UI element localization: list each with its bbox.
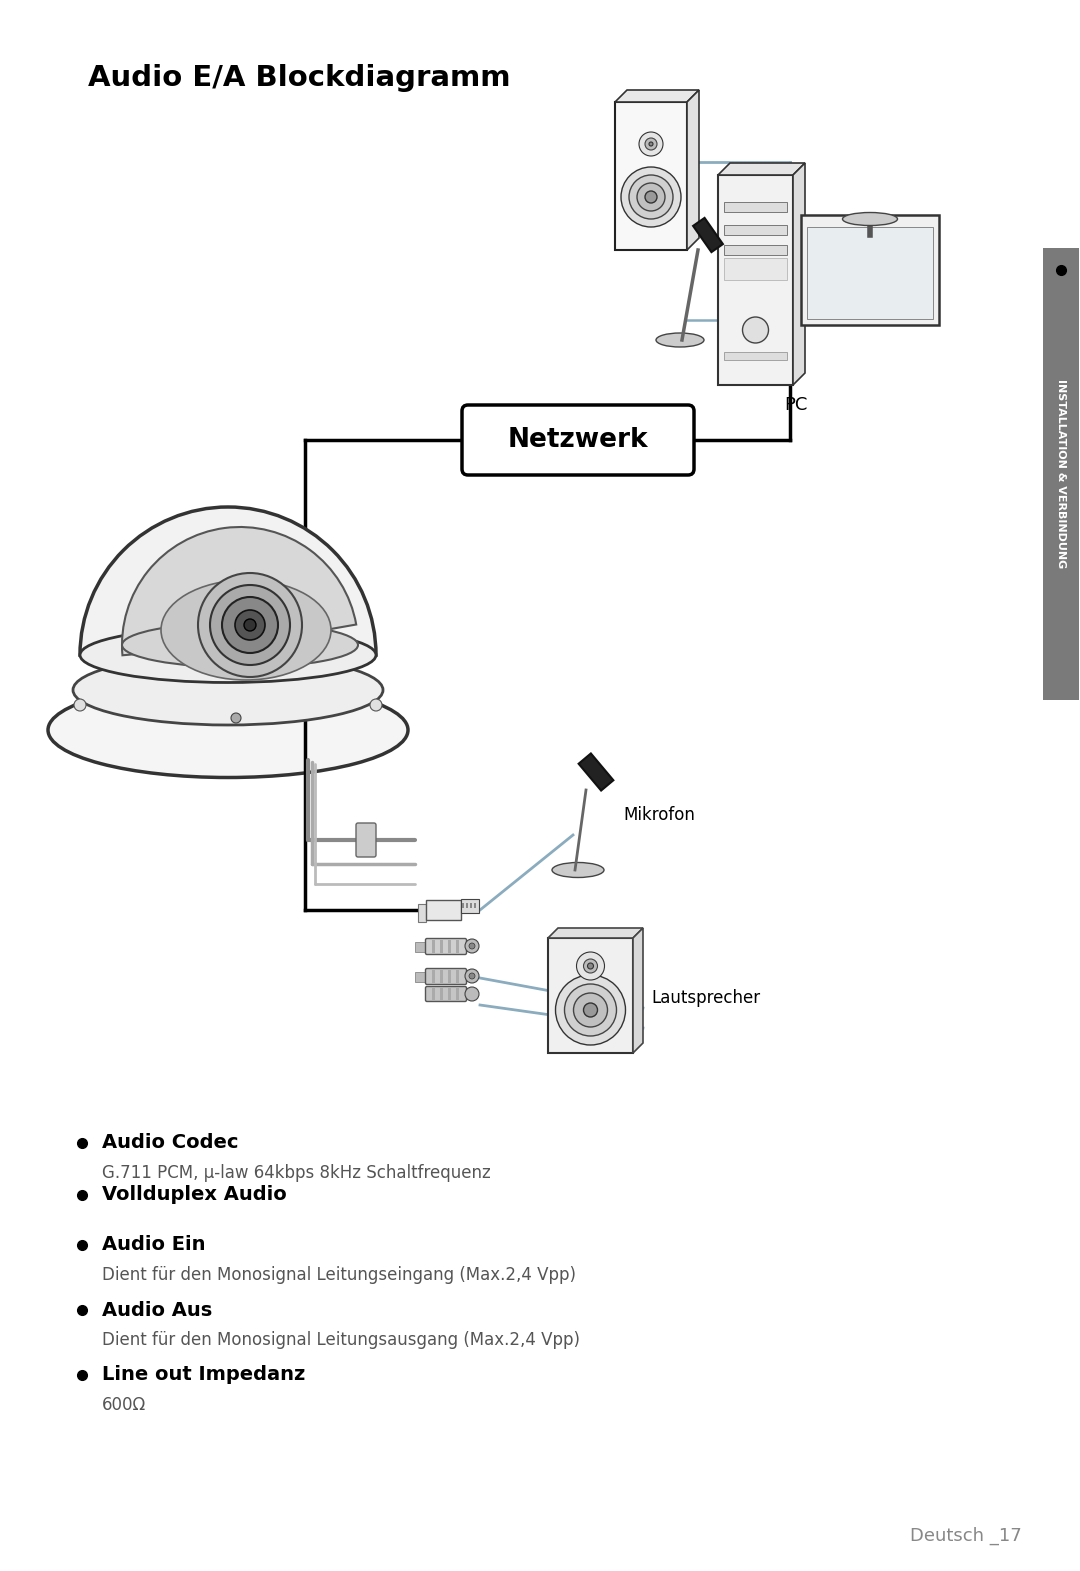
Circle shape: [588, 963, 594, 969]
Ellipse shape: [80, 627, 376, 682]
Bar: [718, 174, 793, 385]
Text: PC: PC: [784, 396, 807, 415]
Circle shape: [645, 138, 657, 149]
Text: Audio E/A Blockdiagramm: Audio E/A Blockdiagramm: [87, 64, 511, 93]
Bar: [415, 943, 427, 952]
Polygon shape: [693, 218, 723, 251]
Circle shape: [469, 943, 475, 949]
Circle shape: [469, 972, 475, 979]
Bar: [432, 969, 435, 983]
Text: Lautsprecher: Lautsprecher: [651, 990, 760, 1007]
Text: Deutsch _17: Deutsch _17: [910, 1527, 1022, 1546]
Bar: [724, 352, 787, 360]
Bar: [548, 938, 633, 1053]
Circle shape: [370, 699, 382, 712]
Bar: [724, 225, 787, 236]
Text: Dient für den Monosignal Leitungsausgang (Max.2,4 Vpp): Dient für den Monosignal Leitungsausgang…: [102, 1331, 580, 1349]
Circle shape: [583, 1002, 597, 1016]
Wedge shape: [80, 507, 376, 655]
Circle shape: [639, 132, 663, 156]
Bar: [456, 988, 459, 1001]
Ellipse shape: [656, 333, 704, 347]
Bar: [426, 900, 461, 921]
Bar: [432, 939, 435, 954]
Bar: [724, 245, 787, 255]
Bar: [724, 203, 787, 212]
Ellipse shape: [842, 212, 897, 226]
Bar: [462, 903, 464, 908]
Polygon shape: [687, 90, 699, 250]
Ellipse shape: [552, 862, 604, 878]
Polygon shape: [579, 754, 613, 790]
Text: INSTALLATION & VERBINDUNG: INSTALLATION & VERBINDUNG: [1056, 379, 1066, 569]
Circle shape: [231, 713, 241, 723]
FancyBboxPatch shape: [426, 987, 467, 1001]
Polygon shape: [793, 163, 805, 385]
Bar: [1043, 248, 1079, 701]
Circle shape: [465, 969, 480, 983]
Text: 600Ω: 600Ω: [102, 1397, 146, 1414]
Bar: [415, 972, 427, 982]
FancyBboxPatch shape: [462, 405, 694, 474]
Bar: [615, 102, 687, 250]
Polygon shape: [633, 928, 643, 1053]
Text: Netzwerk: Netzwerk: [508, 427, 648, 452]
Bar: [474, 903, 476, 908]
Text: Vollduplex Audio: Vollduplex Audio: [102, 1186, 287, 1205]
Polygon shape: [615, 90, 699, 102]
Bar: [456, 969, 459, 983]
Text: Dient für den Monosignal Leitungseingang (Max.2,4 Vpp): Dient für den Monosignal Leitungseingang…: [102, 1266, 576, 1284]
Circle shape: [637, 182, 665, 211]
Bar: [432, 988, 435, 1001]
Circle shape: [645, 192, 657, 203]
Bar: [465, 903, 468, 908]
Bar: [724, 258, 787, 280]
Ellipse shape: [48, 682, 408, 778]
FancyBboxPatch shape: [356, 823, 376, 858]
Polygon shape: [548, 928, 643, 938]
Circle shape: [743, 317, 769, 342]
Circle shape: [75, 699, 86, 712]
Circle shape: [577, 952, 605, 980]
Ellipse shape: [73, 655, 383, 724]
Circle shape: [565, 983, 617, 1035]
Bar: [807, 226, 933, 319]
Circle shape: [621, 167, 681, 226]
Text: Mikrofon: Mikrofon: [623, 806, 694, 825]
Bar: [448, 969, 451, 983]
Text: Line out Impedanz: Line out Impedanz: [102, 1365, 306, 1384]
Circle shape: [198, 573, 302, 677]
Circle shape: [555, 976, 625, 1045]
Bar: [448, 988, 451, 1001]
Bar: [448, 939, 451, 954]
Bar: [461, 899, 480, 913]
Circle shape: [573, 993, 607, 1027]
Text: Audio Aus: Audio Aus: [102, 1301, 213, 1320]
Circle shape: [244, 619, 256, 632]
Bar: [456, 939, 459, 954]
Circle shape: [649, 141, 653, 146]
Circle shape: [629, 174, 673, 218]
Bar: [440, 988, 443, 1001]
Bar: [440, 939, 443, 954]
Circle shape: [235, 610, 265, 639]
Bar: [470, 903, 472, 908]
Circle shape: [222, 597, 278, 654]
Bar: [801, 215, 939, 325]
Text: G.711 PCM, μ-law 64kbps 8kHz Schaltfrequenz: G.711 PCM, μ-law 64kbps 8kHz Schaltfrequ…: [102, 1164, 490, 1181]
Ellipse shape: [161, 580, 330, 680]
Text: Audio Ein: Audio Ein: [102, 1235, 205, 1255]
Circle shape: [583, 958, 597, 972]
Polygon shape: [718, 163, 805, 174]
Bar: [418, 903, 426, 922]
Wedge shape: [122, 526, 356, 655]
Circle shape: [210, 584, 291, 665]
Text: Audio Codec: Audio Codec: [102, 1134, 239, 1153]
Circle shape: [465, 987, 480, 1001]
FancyBboxPatch shape: [426, 968, 467, 985]
Circle shape: [465, 939, 480, 954]
Ellipse shape: [122, 622, 357, 668]
Bar: [440, 969, 443, 983]
FancyBboxPatch shape: [426, 938, 467, 955]
